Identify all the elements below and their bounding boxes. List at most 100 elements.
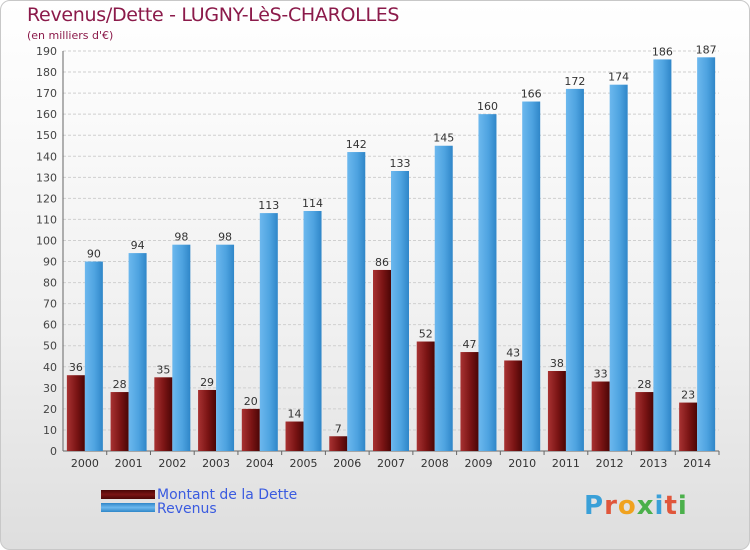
- data-label-revenus: 142: [346, 138, 367, 151]
- data-label-revenus: 174: [608, 71, 629, 84]
- y-tick-label: 190: [36, 45, 57, 58]
- data-label-revenus: 187: [696, 43, 717, 56]
- y-tick-label: 140: [36, 150, 57, 163]
- bar-revenus: [609, 84, 628, 452]
- bar-dette: [198, 389, 217, 451]
- bar-dette: [416, 341, 435, 451]
- bar-revenus: [565, 88, 584, 451]
- data-label-revenus: 114: [302, 197, 323, 210]
- data-label-dette: 14: [288, 408, 302, 421]
- data-label-revenus: 98: [218, 231, 232, 244]
- data-label-dette: 7: [335, 422, 342, 435]
- logo-letter: i: [677, 491, 688, 521]
- data-label-revenus: 160: [477, 100, 498, 113]
- bar-dette: [110, 392, 129, 451]
- bar-dette: [591, 381, 610, 451]
- y-tick-label: 20: [43, 403, 57, 416]
- x-tick-label: 2012: [596, 457, 624, 470]
- data-label-dette: 52: [419, 328, 433, 341]
- data-label-revenus: 90: [87, 248, 101, 261]
- bar-revenus: [172, 244, 191, 451]
- bar-dette: [547, 371, 566, 451]
- legend-swatch-revenus: [101, 503, 155, 512]
- data-label-dette: 29: [200, 376, 214, 389]
- x-tick-label: 2004: [246, 457, 274, 470]
- y-tick-label: 180: [36, 66, 57, 79]
- bar-dette: [329, 436, 348, 451]
- bar-revenus: [216, 244, 235, 451]
- x-tick-label: 2002: [158, 457, 186, 470]
- x-tick-label: 2000: [71, 457, 99, 470]
- x-tick-label: 2003: [202, 457, 230, 470]
- legend-label-revenus: Revenus: [157, 501, 217, 517]
- y-tick-label: 100: [36, 234, 57, 247]
- legend-swatch-dette: [101, 490, 155, 499]
- bar-dette: [635, 392, 654, 451]
- logo-letter: r: [604, 491, 618, 521]
- data-label-dette: 33: [594, 368, 608, 381]
- x-tick-label: 2006: [333, 457, 361, 470]
- chart-subtitle: (en milliers d'€): [27, 29, 114, 42]
- x-tick-label: 2010: [508, 457, 536, 470]
- legend-label-dette: Montant de la Dette: [157, 487, 298, 503]
- y-tick-label: 170: [36, 87, 57, 100]
- data-labels: 36 90 28 94 35 98 29 98 20 113 14 114 7 142 86 133 52 145…: [69, 43, 717, 435]
- bar-revenus: [84, 261, 103, 451]
- axes: 0 10 20 30 40 50 60 70 80 90 100 110 120 130 140 150 160…: [36, 45, 720, 470]
- bar-revenus: [391, 171, 409, 451]
- y-tick-label: 60: [43, 319, 57, 332]
- y-tick-label: 150: [36, 129, 57, 142]
- bar-revenus: [128, 253, 147, 451]
- x-tick-label: 2001: [115, 457, 143, 470]
- data-label-dette: 38: [550, 357, 564, 370]
- y-tick-label: 120: [36, 192, 57, 205]
- y-tick-label: 130: [36, 171, 57, 184]
- data-label-revenus: 133: [390, 157, 411, 170]
- data-label-dette: 43: [506, 346, 520, 359]
- y-tick-label: 30: [43, 382, 57, 395]
- proxiti-logo: Proxiti: [584, 491, 688, 521]
- data-label-revenus: 113: [258, 199, 279, 212]
- x-tick-label: 2009: [464, 457, 492, 470]
- y-tick-label: 0: [50, 445, 57, 458]
- data-label-revenus: 186: [652, 45, 673, 58]
- bar-dette: [241, 408, 260, 451]
- y-tick-label: 80: [43, 277, 57, 290]
- data-label-revenus: 172: [564, 75, 585, 88]
- y-tick-label: 50: [43, 340, 57, 353]
- y-tick-label: 40: [43, 361, 57, 374]
- logo-letter: P: [584, 491, 605, 521]
- bars: [66, 57, 716, 452]
- x-tick-label: 2014: [683, 457, 711, 470]
- bar-revenus: [697, 57, 716, 451]
- y-tick-label: 160: [36, 108, 57, 121]
- data-label-dette: 28: [637, 378, 651, 391]
- chart-title: Revenus/Dette - LUGNY-LèS-CHAROLLES: [27, 4, 400, 26]
- bar-dette: [504, 360, 523, 451]
- data-label-dette: 28: [113, 378, 127, 391]
- bar-revenus: [478, 114, 497, 451]
- bar-revenus: [522, 101, 541, 452]
- logo-letter: i: [654, 491, 665, 521]
- data-label-revenus: 98: [174, 231, 188, 244]
- bar-dette: [154, 377, 173, 451]
- data-label-dette: 23: [681, 389, 695, 402]
- data-label-dette: 36: [69, 361, 83, 374]
- data-label-dette: 35: [156, 363, 170, 376]
- bar-revenus: [303, 211, 322, 451]
- y-tick-label: 10: [43, 424, 57, 437]
- logo-letter: x: [636, 491, 655, 521]
- x-tick-label: 2008: [421, 457, 449, 470]
- bar-revenus: [653, 59, 672, 451]
- data-label-dette: 86: [375, 256, 389, 269]
- logo-letter: o: [617, 491, 637, 521]
- data-label-dette: 20: [244, 395, 258, 408]
- bar-revenus: [434, 145, 453, 451]
- bar-revenus: [347, 152, 366, 452]
- bar-dette: [373, 269, 391, 451]
- data-label-revenus: 94: [131, 239, 145, 252]
- x-tick-label: 2007: [377, 457, 405, 470]
- bar-dette: [66, 375, 85, 451]
- y-tick-label: 110: [36, 213, 57, 226]
